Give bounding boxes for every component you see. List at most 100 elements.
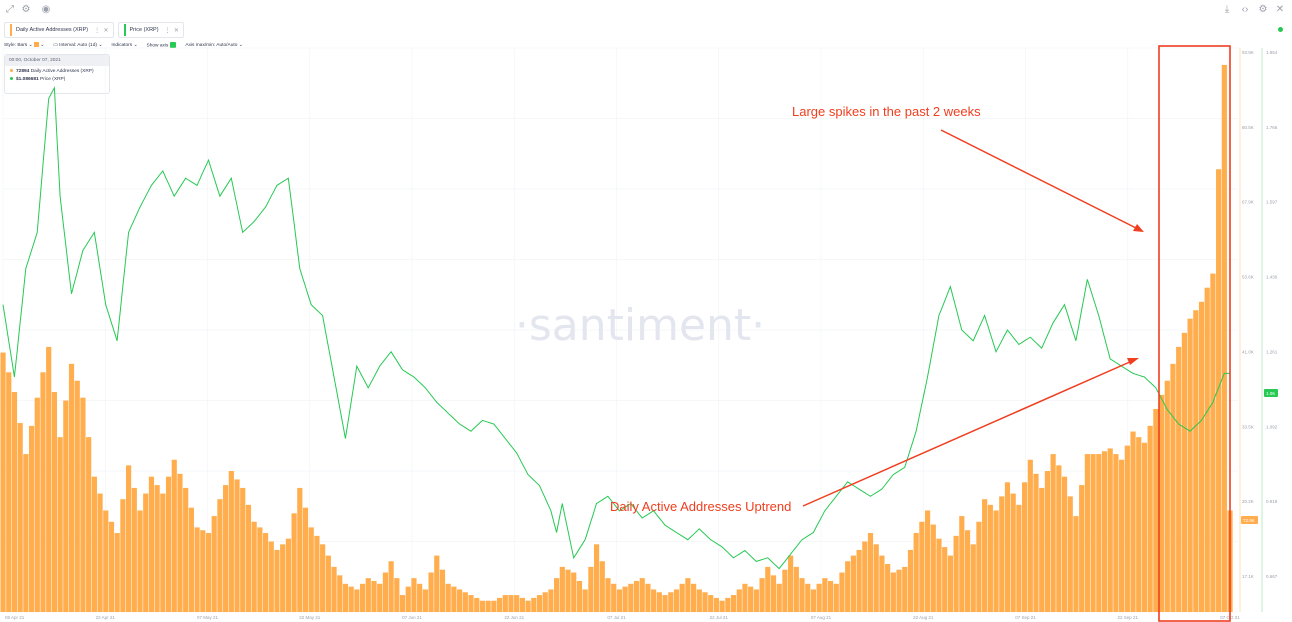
bar [531, 597, 537, 612]
bar [245, 504, 252, 612]
bar [405, 586, 411, 612]
daa-current-label: 72.9K [1243, 518, 1255, 523]
tooltip-date: 00:00, October 07, 2021 [5, 55, 109, 66]
bar [1101, 451, 1108, 612]
bar [40, 372, 46, 612]
bar [953, 535, 959, 612]
bar [793, 566, 799, 612]
price-tick-label: 1.597 [1266, 200, 1278, 205]
expand-icon[interactable]: ⤢ [6, 4, 14, 15]
bar [205, 533, 212, 612]
daa-tick-label: 20.2K [1242, 499, 1254, 504]
bar [1187, 318, 1193, 612]
bar [1096, 454, 1102, 612]
bar [833, 583, 839, 612]
bar [1153, 408, 1159, 612]
bar [399, 595, 406, 612]
bar [451, 586, 457, 612]
bar [1176, 346, 1182, 612]
bar [913, 533, 919, 612]
download-icon[interactable]: ⤓ [1224, 4, 1230, 15]
bar [359, 583, 366, 612]
indicators-dropdown[interactable]: Indicators ⌄ [111, 42, 138, 48]
bar [200, 530, 206, 612]
bar [976, 521, 982, 612]
bar [514, 595, 520, 612]
bar [508, 595, 514, 612]
bar [628, 583, 634, 612]
bar [485, 600, 491, 612]
bar [1158, 394, 1165, 612]
bar [183, 487, 189, 612]
close-icon[interactable]: ✕ [1275, 4, 1285, 15]
bar [1016, 504, 1022, 612]
bar [725, 597, 731, 612]
bar [342, 583, 349, 612]
bar [46, 346, 52, 612]
tab-daily-active-addresses[interactable]: Daily Active Addresses (XRP) ⋮ ✕ [4, 22, 114, 38]
settings-icon[interactable]: ⚙ [21, 4, 31, 15]
uptrend-annotation: Daily Active Addresses Uptrend [610, 499, 791, 514]
bar [63, 400, 69, 612]
bar [97, 493, 103, 612]
bar [873, 544, 879, 612]
bar [765, 566, 771, 612]
bar [1147, 425, 1153, 612]
bar [371, 580, 377, 612]
bar [856, 549, 862, 612]
show-axis-toggle[interactable]: Show axis [147, 41, 177, 48]
style-dropdown[interactable]: Style: Bars ⌄ ⌄ [4, 42, 45, 48]
bar [599, 561, 605, 612]
bar [554, 578, 560, 612]
eye-icon[interactable]: ◉ [41, 4, 51, 15]
bar [1061, 476, 1068, 612]
bar [445, 583, 451, 612]
bar [1221, 64, 1227, 613]
bar [462, 592, 468, 612]
checkbox-icon[interactable] [170, 41, 177, 48]
bar [651, 589, 657, 612]
top-toolbar: ⤢ ⚙ ◉ ⤓ ‹› ⚙ ✕ [0, 0, 1292, 20]
bar [942, 547, 948, 612]
code-icon[interactable]: ‹› [1241, 4, 1249, 15]
more-icon[interactable]: ⋮ ✕ [164, 27, 179, 34]
bar [103, 510, 109, 612]
tab-price[interactable]: Price (XRP) ⋮ ✕ [117, 22, 184, 38]
bar [496, 597, 503, 612]
spikes-annotation: Large spikes in the past 2 weeks [792, 104, 981, 119]
bar [525, 600, 531, 612]
bar [879, 555, 885, 612]
bar [479, 600, 486, 612]
bar [708, 595, 714, 612]
bar [291, 513, 297, 612]
bar [468, 595, 474, 612]
uptrend-arrow [802, 360, 1133, 507]
x-tick-label: 22 Sep 21 [1117, 615, 1138, 620]
bar [719, 600, 725, 612]
axis-maxmin-dropdown[interactable]: Axis max/min: Auto/Auto ⌄ [185, 42, 243, 48]
price-current-label: 1.06 [1266, 391, 1275, 396]
daa-tick-label: 41.0K [1242, 349, 1254, 354]
bar [742, 583, 748, 612]
bar [1033, 473, 1039, 612]
bar [228, 471, 234, 612]
bar [417, 583, 423, 612]
bar [691, 583, 697, 612]
price-tick-label: 0.918 [1266, 499, 1278, 504]
interval-dropdown[interactable]: ▭ Interval: Auto (1d) ⌄ [53, 42, 103, 48]
bar [1067, 496, 1073, 612]
tooltip-row-price: $1.086681 Price (XRP) [5, 77, 109, 82]
bar [565, 569, 571, 612]
gear-icon[interactable]: ⚙ [1258, 4, 1268, 15]
bar [959, 516, 965, 612]
bar [428, 572, 434, 612]
more-icon[interactable]: ⋮ ✕ [94, 27, 109, 34]
arrowhead-icon [1133, 224, 1144, 232]
daa-current-badge [1241, 516, 1258, 524]
bar [114, 533, 120, 612]
bar [1210, 273, 1216, 612]
bar [736, 589, 742, 612]
bar [588, 566, 594, 612]
bar [805, 583, 811, 612]
